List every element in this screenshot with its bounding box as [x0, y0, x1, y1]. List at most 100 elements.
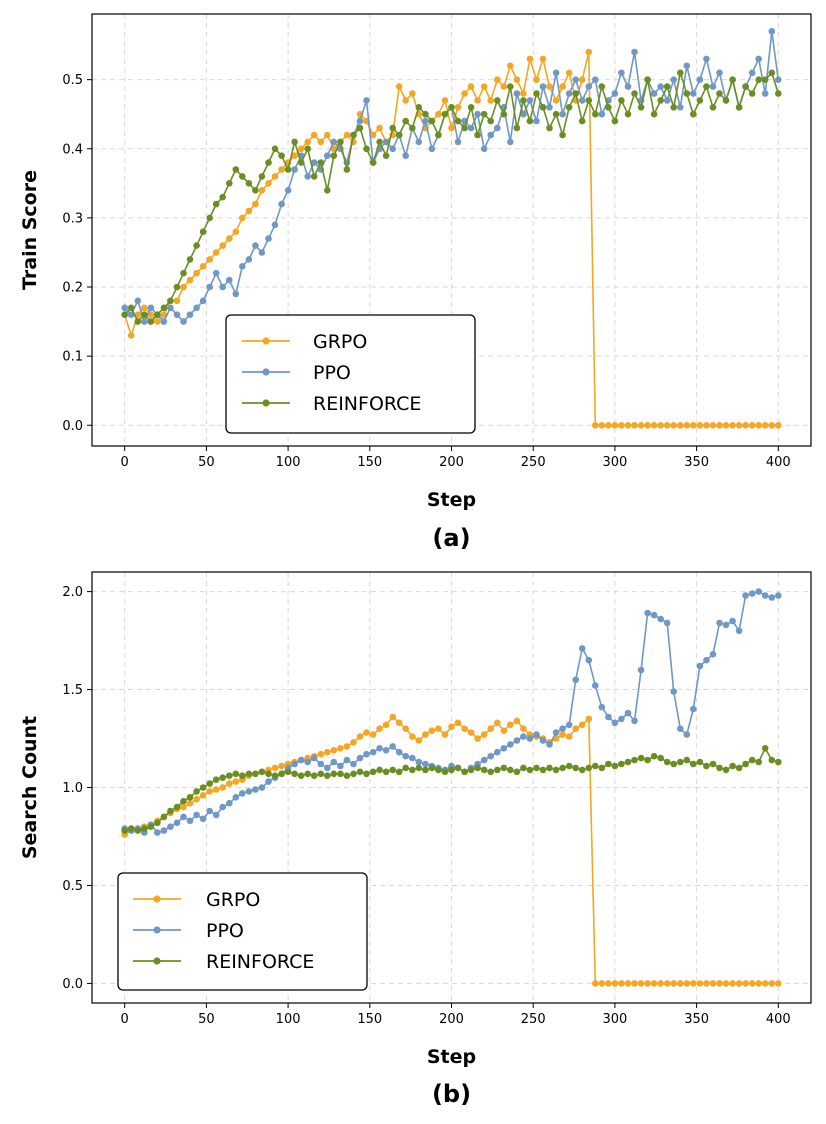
data-point-reinforce — [258, 768, 266, 776]
data-point-ppo — [657, 615, 664, 623]
data-point-grpo — [520, 725, 527, 732]
data-point-grpo — [507, 62, 514, 70]
data-point-reinforce — [212, 200, 220, 208]
data-point-ppo — [670, 688, 677, 695]
x-tick: 150 — [357, 446, 382, 470]
data-point-grpo — [474, 97, 481, 104]
data-point-reinforce — [369, 159, 377, 166]
data-point-reinforce — [578, 766, 586, 774]
data-point-grpo — [539, 55, 547, 63]
data-point-ppo — [611, 719, 619, 727]
data-point-grpo — [578, 76, 586, 83]
data-point-ppo — [310, 159, 318, 166]
data-point-grpo — [487, 97, 495, 104]
data-point-reinforce — [212, 776, 220, 783]
data-point-grpo — [226, 235, 233, 242]
data-point-ppo — [559, 725, 566, 732]
data-point-reinforce — [565, 104, 573, 111]
data-point-grpo — [729, 422, 736, 429]
data-point-ppo — [605, 713, 612, 721]
data-point-reinforce — [539, 766, 547, 774]
data-point-reinforce — [317, 159, 325, 166]
data-point-reinforce — [395, 768, 403, 776]
data-point-grpo — [546, 83, 553, 90]
data-point-ppo — [193, 811, 200, 819]
data-point-ppo — [480, 145, 488, 153]
data-point-grpo — [206, 256, 213, 263]
data-point-grpo — [441, 731, 449, 738]
data-point-ppo — [330, 138, 338, 146]
data-point-reinforce — [186, 794, 194, 801]
data-point-reinforce — [716, 90, 723, 97]
data-point-grpo — [206, 788, 213, 795]
data-point-grpo — [219, 784, 226, 791]
data-point-reinforce — [134, 318, 142, 325]
data-point-grpo — [559, 731, 566, 738]
data-point-grpo — [435, 110, 442, 118]
y-tick: 2.0 — [62, 585, 92, 600]
data-point-reinforce — [624, 110, 632, 118]
data-point-reinforce — [500, 764, 508, 772]
data-point-reinforce — [435, 766, 442, 774]
y-tick-label: 0.0 — [62, 977, 83, 992]
data-point-ppo — [258, 784, 266, 791]
data-point-reinforce — [343, 166, 351, 173]
y-tick: 0.1 — [62, 350, 92, 365]
data-point-grpo — [271, 764, 279, 772]
data-point-grpo — [245, 207, 253, 215]
data-point-reinforce — [441, 110, 449, 118]
data-point-reinforce — [219, 193, 226, 201]
data-point-reinforce — [605, 104, 612, 111]
data-point-grpo — [363, 729, 370, 736]
data-point-grpo — [683, 422, 691, 429]
data-point-reinforce — [448, 766, 455, 774]
data-point-grpo — [637, 422, 645, 429]
data-point-ppo — [291, 166, 298, 173]
data-point-reinforce — [533, 90, 540, 97]
data-point-reinforce — [703, 83, 710, 90]
data-point-reinforce — [703, 762, 710, 770]
y-tick: 0.2 — [62, 281, 92, 296]
data-point-grpo — [592, 422, 599, 429]
x-tick-label: 250 — [521, 1012, 546, 1027]
data-point-reinforce — [147, 823, 155, 830]
data-point-grpo — [768, 980, 776, 987]
data-point-ppo — [186, 817, 194, 825]
data-point-reinforce — [474, 764, 481, 772]
data-point-reinforce — [448, 104, 455, 111]
data-point-reinforce — [657, 97, 664, 104]
data-point-grpo — [611, 980, 619, 987]
data-point-grpo — [265, 180, 272, 187]
data-point-ppo — [578, 645, 586, 652]
data-point-ppo — [160, 827, 168, 834]
data-point-ppo — [369, 748, 377, 756]
data-point-grpo — [735, 980, 743, 987]
data-point-ppo — [546, 741, 553, 748]
data-point-ppo — [480, 756, 488, 764]
legend-a: GRPO PPO REINFORCE — [225, 314, 476, 434]
data-point-reinforce — [559, 131, 566, 139]
data-point-grpo — [663, 980, 671, 987]
data-point-reinforce — [265, 159, 272, 166]
data-point-ppo — [552, 729, 560, 736]
data-point-reinforce — [265, 770, 272, 778]
x-tick: 300 — [602, 446, 627, 470]
data-point-grpo — [533, 76, 540, 83]
legend-label: PPO — [313, 362, 351, 384]
data-point-reinforce — [618, 760, 625, 768]
data-point-reinforce — [748, 756, 756, 764]
data-point-reinforce — [206, 214, 213, 222]
data-point-grpo — [435, 725, 442, 732]
data-point-grpo — [297, 145, 305, 153]
data-point-reinforce — [193, 242, 200, 249]
data-point-ppo — [382, 747, 390, 754]
data-point-grpo — [193, 269, 200, 277]
y-tick: 1.0 — [62, 781, 92, 796]
data-point-grpo — [690, 422, 697, 429]
y-tick-label: 0.1 — [62, 350, 83, 365]
data-point-ppo — [245, 256, 253, 263]
data-point-ppo — [559, 110, 566, 118]
data-point-reinforce — [507, 83, 514, 90]
x-tick: 350 — [684, 446, 709, 470]
